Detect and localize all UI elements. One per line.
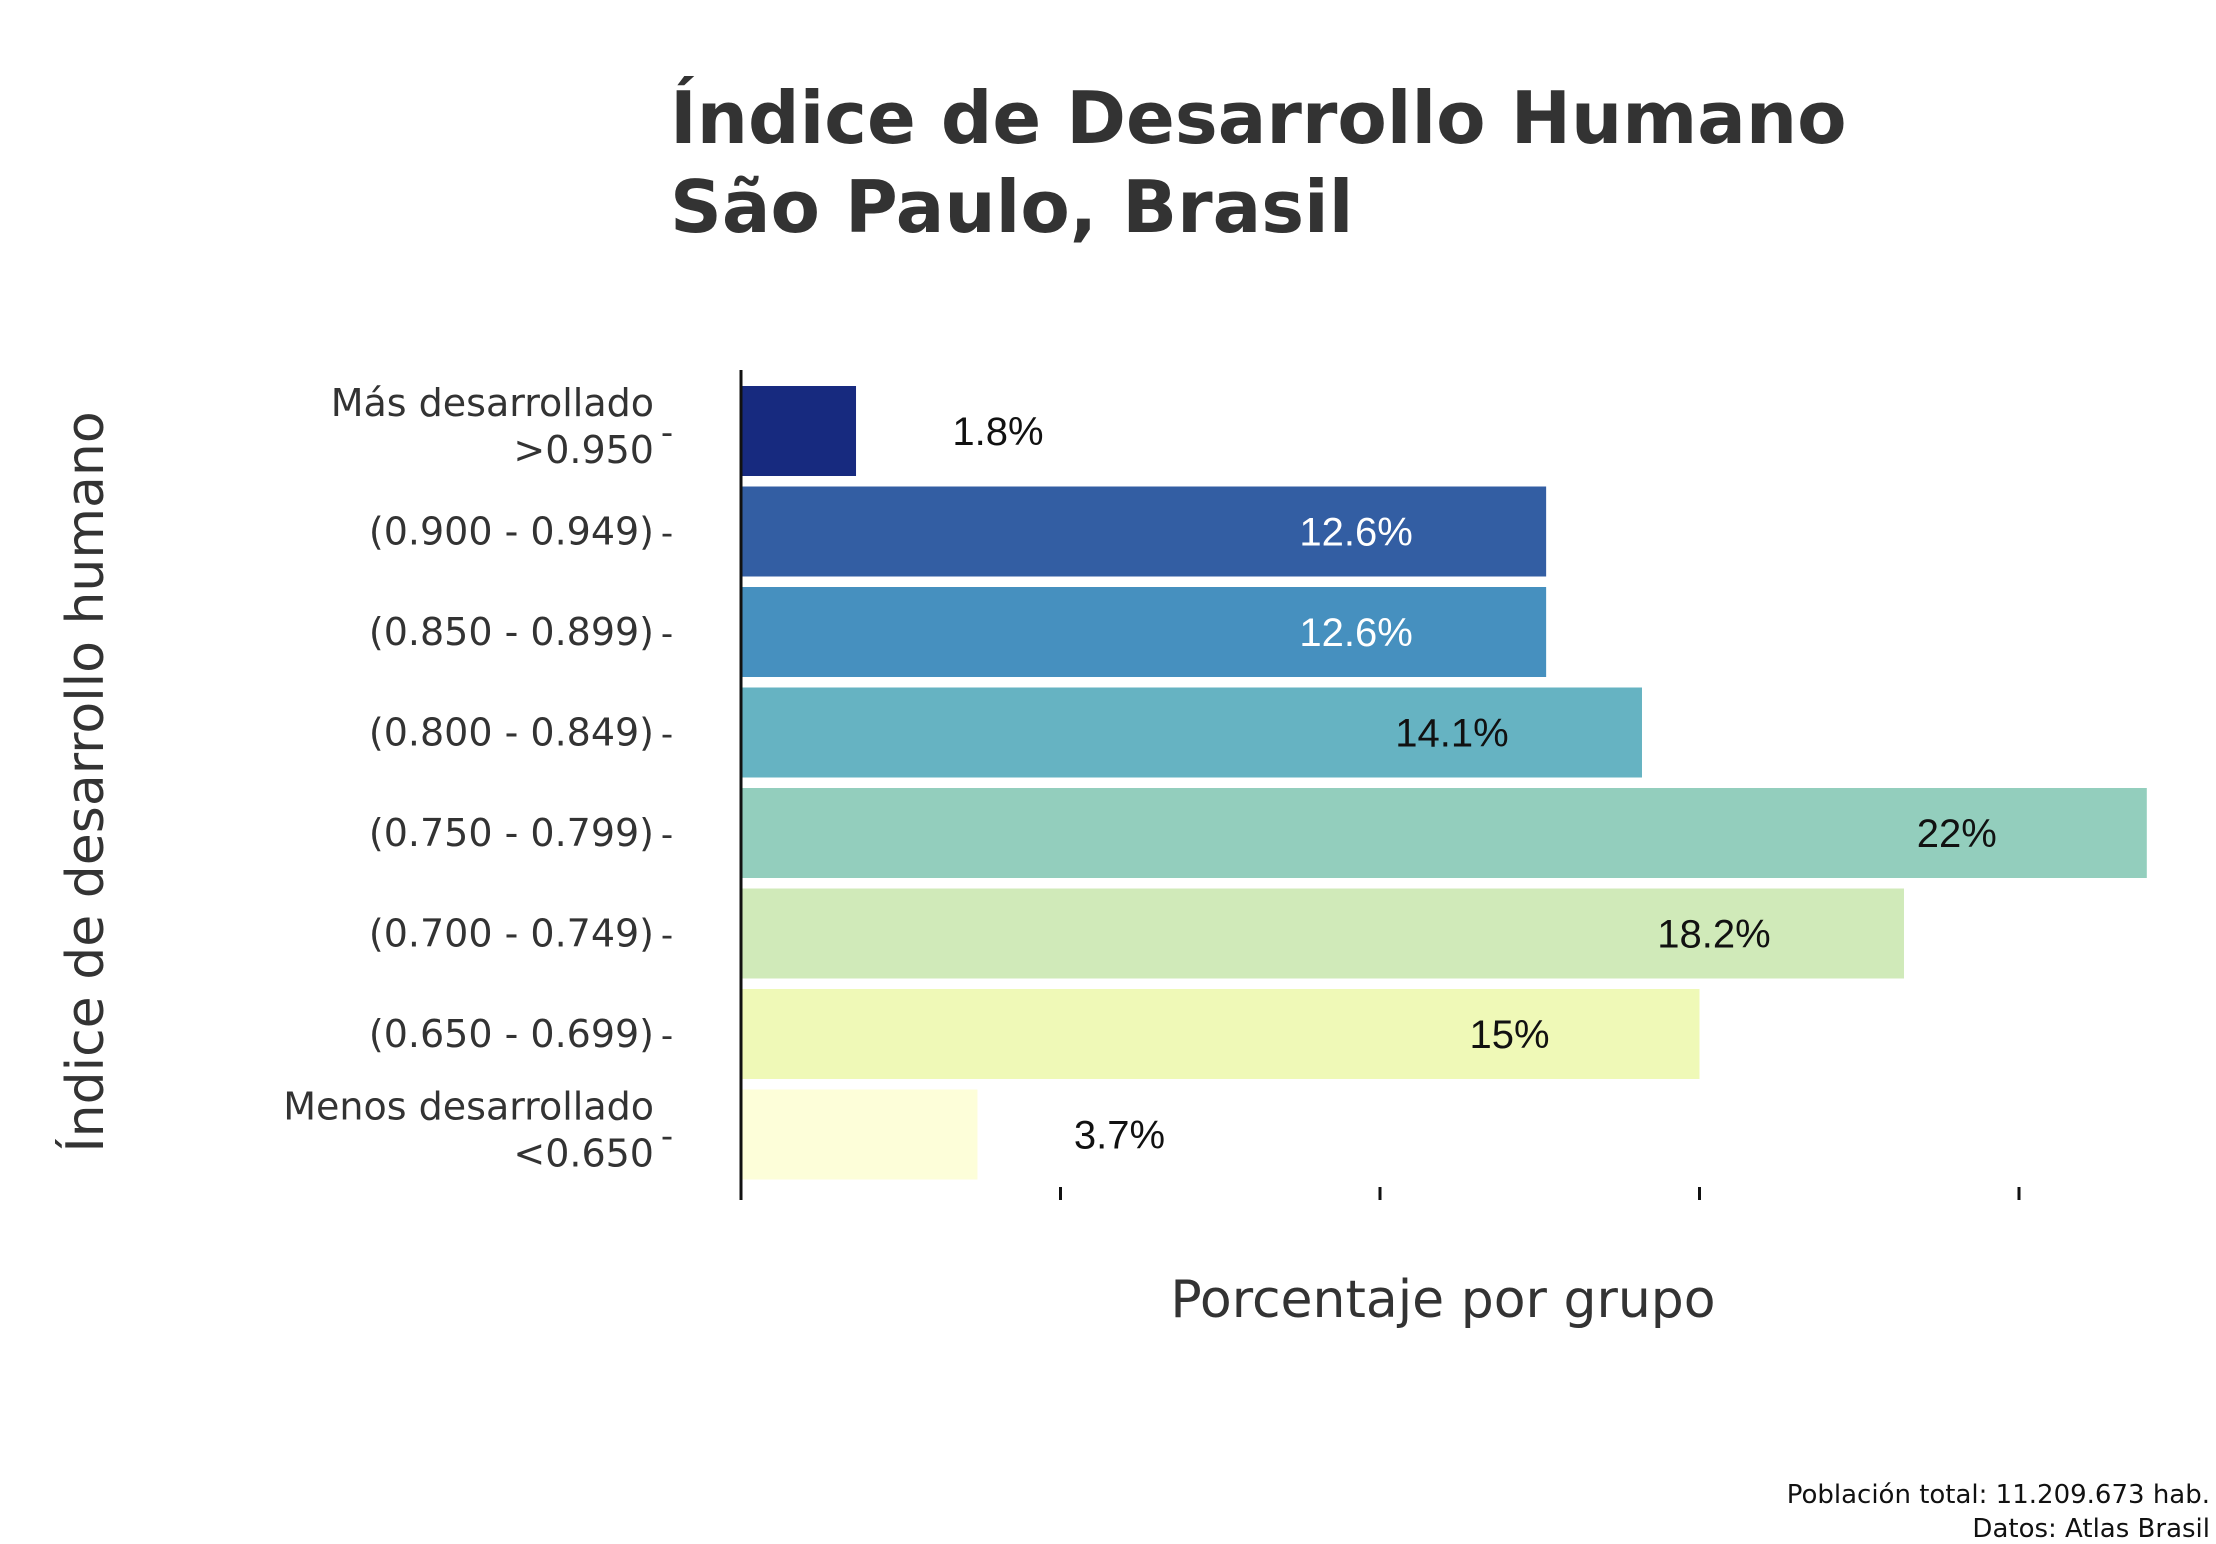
value-label-6: 18.2% — [1657, 913, 1770, 957]
x-axis-ticks — [739, 1187, 2021, 1200]
bar-5 — [741, 788, 2147, 878]
value-label-2: 12.6% — [1299, 511, 1412, 555]
title-line-2: São Paulo, Brasil — [670, 165, 1353, 249]
y-tick-2: - — [661, 514, 673, 554]
title-line-1: Índice de Desarrollo Humano — [670, 76, 1847, 160]
bar-6 — [741, 888, 1904, 979]
bar-3 — [741, 587, 1547, 677]
value-label-1: 1.8% — [952, 410, 1043, 454]
caption: Población total: 11.209.673 hab. Datos: A… — [1787, 1480, 2210, 1544]
y-tick-4: - — [661, 715, 673, 755]
bar-1 — [741, 386, 857, 476]
category-labels: Más desarrollado >0.950 -(0.900 - 0.949) -(… — [283, 381, 673, 1176]
caption-line-2: Datos: Atlas Brasil — [1972, 1514, 2210, 1544]
y-tick-6: - — [661, 916, 673, 956]
value-label-4: 14.1% — [1395, 712, 1508, 756]
y-tick-7: - — [661, 1016, 673, 1056]
bar-8 — [741, 1089, 978, 1180]
category-label-7: (0.650 - 0.699) — [369, 1012, 654, 1056]
category-label-8: Menos desarrollado <0.650 — [283, 1085, 654, 1176]
value-label-5: 22% — [1917, 812, 1997, 856]
value-label-3: 12.6% — [1299, 611, 1412, 655]
bars — [741, 386, 2147, 1180]
category-label-3: (0.850 - 0.899) — [369, 610, 654, 654]
category-label-6: (0.700 - 0.749) — [369, 912, 654, 956]
category-label-1: Más desarrollado >0.950 — [331, 381, 654, 472]
y-axis-title: Índice de desarrollo humano — [55, 411, 116, 1152]
category-label-4: (0.800 - 0.849) — [369, 711, 654, 755]
value-labels: 1.8% 12.6% 12.6% 14.1% 22% 18.2% 15% 3.7% — [952, 410, 1996, 1158]
category-label-2: (0.900 - 0.949) — [369, 510, 654, 554]
bar-4 — [741, 687, 1642, 778]
y-tick-5: - — [661, 815, 673, 855]
y-tick-8: - — [661, 1117, 673, 1157]
bar-2 — [741, 486, 1547, 577]
bar-7 — [741, 989, 1700, 1079]
y-tick-3: - — [661, 614, 673, 654]
category-label-5: (0.750 - 0.799) — [369, 811, 654, 855]
y-tick-1: - — [661, 413, 673, 453]
value-label-8: 3.7% — [1074, 1114, 1165, 1158]
value-label-7: 15% — [1469, 1013, 1549, 1057]
x-axis-title: Porcentaje por grupo — [1170, 1270, 1715, 1330]
caption-line-1: Población total: 11.209.673 hab. — [1787, 1480, 2210, 1510]
